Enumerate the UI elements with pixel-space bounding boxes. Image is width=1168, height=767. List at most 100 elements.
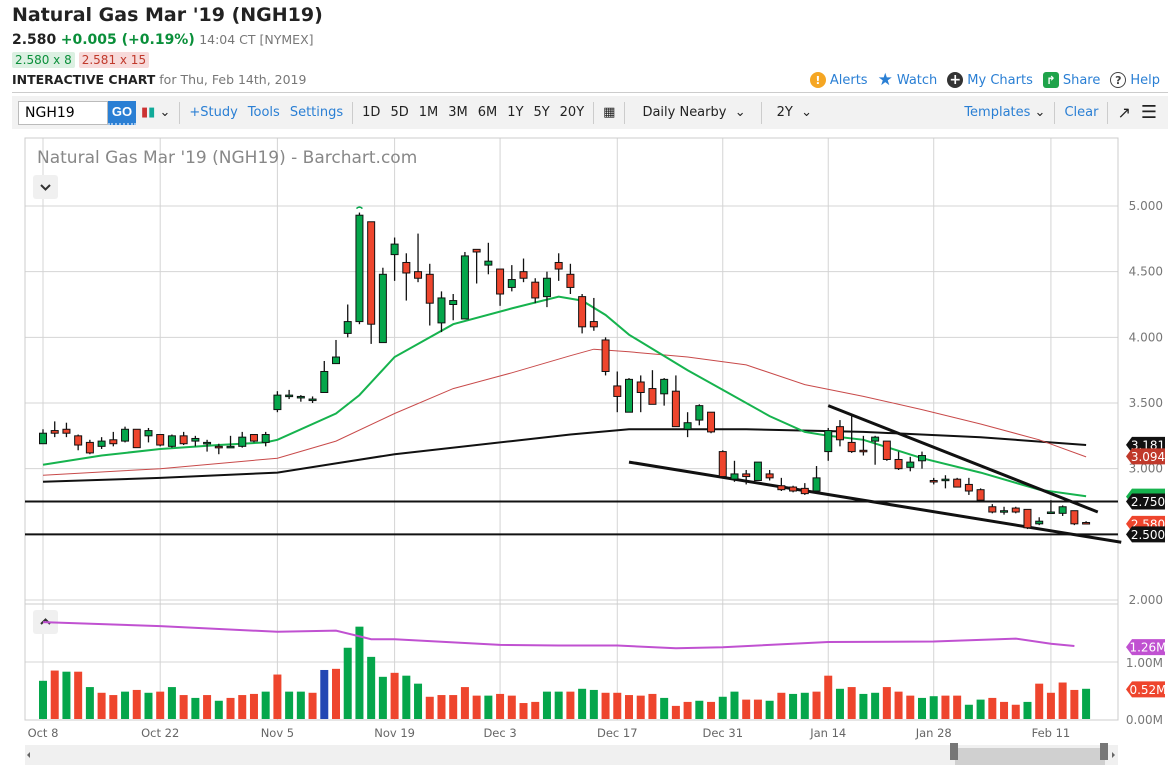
symbol-input[interactable] <box>18 100 108 125</box>
go-button[interactable]: GO <box>108 100 136 125</box>
axes: 5.000 4.500 4.000 3.500 3.000 2.000 1.00M 0.00M… <box>28 199 1167 740</box>
candle-body <box>249 434 258 442</box>
collapse-button[interactable] <box>33 175 58 199</box>
candle-body <box>1035 520 1044 525</box>
scroll-left-icon[interactable] <box>27 752 30 758</box>
watch-label: Watch <box>896 72 938 88</box>
chart-type-dropdown[interactable]: ▮▮ ⌄ <box>141 105 171 120</box>
interactive-chart-label: INTERACTIVE CHART <box>12 72 156 87</box>
candle-body <box>507 279 516 288</box>
volume-bar <box>800 692 809 719</box>
candle-body <box>496 268 505 295</box>
volume-bar <box>39 680 47 719</box>
volume-bar <box>496 693 505 719</box>
candle-body <box>74 435 83 446</box>
period-1d[interactable]: 1D <box>362 105 381 120</box>
volume-bar <box>613 692 622 719</box>
candlestick-icon: ▮ <box>141 105 149 120</box>
candle-body <box>390 243 399 256</box>
clear-button[interactable]: Clear <box>1064 105 1099 120</box>
aggregation-value: Daily Nearby <box>642 105 727 120</box>
share-link[interactable]: ↱ Share <box>1042 72 1100 88</box>
volume-bar <box>988 697 997 719</box>
watch-link[interactable]: ★ Watch <box>878 70 938 90</box>
volume-bar <box>753 699 762 719</box>
candle-body <box>636 381 645 393</box>
study-button[interactable]: +Study <box>189 105 238 120</box>
candle-body <box>85 441 94 454</box>
period-5d[interactable]: 5D <box>390 105 409 120</box>
candle-body <box>343 321 352 334</box>
price-tick-label: 3.000 <box>1129 462 1163 476</box>
settings-button[interactable]: Settings <box>289 105 344 120</box>
separator <box>593 101 595 124</box>
ask-badge: 2.581 x 15 <box>78 52 150 68</box>
tag-shape <box>1126 448 1165 465</box>
candle-body <box>449 300 458 306</box>
period-1m[interactable]: 1M <box>418 105 439 120</box>
help-icon: ? <box>1110 72 1127 88</box>
separator <box>624 101 626 124</box>
volume-bar <box>50 670 59 719</box>
help-link[interactable]: ? Help <box>1110 72 1160 88</box>
candle-body <box>730 473 739 480</box>
tools-button[interactable]: Tools <box>247 105 280 120</box>
scroll-handle-left[interactable] <box>950 743 958 760</box>
volume-bar <box>296 691 305 719</box>
volume-bar <box>1058 682 1067 719</box>
date-tick-label: Dec 3 <box>483 726 516 740</box>
tag-label: 2.750 <box>1131 495 1165 509</box>
candle-body <box>132 428 141 449</box>
volume-bar <box>97 692 106 719</box>
candle-body <box>167 435 176 447</box>
templates-dropdown[interactable]: Templates ⌄ <box>959 105 1050 120</box>
menu-icon[interactable]: ☰ <box>1140 102 1157 123</box>
scroll-right-icon[interactable] <box>1112 752 1115 758</box>
candle-body <box>671 390 680 428</box>
volume-bar <box>765 700 774 719</box>
candle-body <box>273 394 282 411</box>
date-tick-label: Feb 11 <box>1032 726 1071 740</box>
volume-bar <box>460 687 469 719</box>
volume-bar <box>835 688 844 719</box>
aggregation-dropdown[interactable]: Daily Nearby ⌄ <box>637 105 750 120</box>
candle-body <box>320 370 329 393</box>
my-charts-link[interactable]: + My Charts <box>947 72 1033 88</box>
quote-line: 2.580 +0.005 (+0.19%) 14:04 CT [NYMEX] <box>12 32 314 48</box>
candle-body <box>613 385 622 397</box>
candle-body <box>976 489 985 501</box>
range-dropdown[interactable]: 2Y ⌄ <box>772 105 817 120</box>
candle-body <box>261 434 270 443</box>
candle-body <box>648 388 657 405</box>
candle-body <box>988 506 997 513</box>
price-tick-label: 3.500 <box>1129 396 1163 410</box>
candle-body <box>296 395 305 399</box>
candle-body <box>566 273 575 288</box>
period-1y[interactable]: 1Y <box>507 105 524 120</box>
expand-icon[interactable]: ↗ <box>1117 103 1131 122</box>
volume-bar <box>742 699 751 719</box>
scroll-thumb[interactable] <box>955 748 1105 765</box>
alerts-link[interactable]: ! Alerts <box>809 72 868 88</box>
candle-body <box>1011 507 1020 513</box>
page-title: Natural Gas Mar '19 (NGH19) <box>12 4 323 26</box>
candle-body <box>683 422 692 430</box>
scroll-handle-right[interactable] <box>1100 743 1108 760</box>
candle-body <box>542 277 551 298</box>
volume-bar <box>156 691 165 719</box>
date-tick-label: Dec 31 <box>702 726 743 740</box>
value-tag: 3.094 <box>1126 448 1165 465</box>
candle-body <box>472 248 481 253</box>
period-20y[interactable]: 20Y <box>559 105 585 120</box>
period-5y[interactable]: 5Y <box>533 105 550 120</box>
period-3m[interactable]: 3M <box>448 105 468 120</box>
volume-bar <box>695 700 704 719</box>
period-6m[interactable]: 6M <box>477 105 498 120</box>
horizontal-scrollbar[interactable] <box>25 743 1118 765</box>
alerts-label: Alerts <box>829 72 868 88</box>
separator <box>352 101 354 124</box>
volume-bar <box>906 695 915 719</box>
candle-body <box>753 461 762 481</box>
calendar-icon[interactable]: ▦ <box>603 105 616 120</box>
